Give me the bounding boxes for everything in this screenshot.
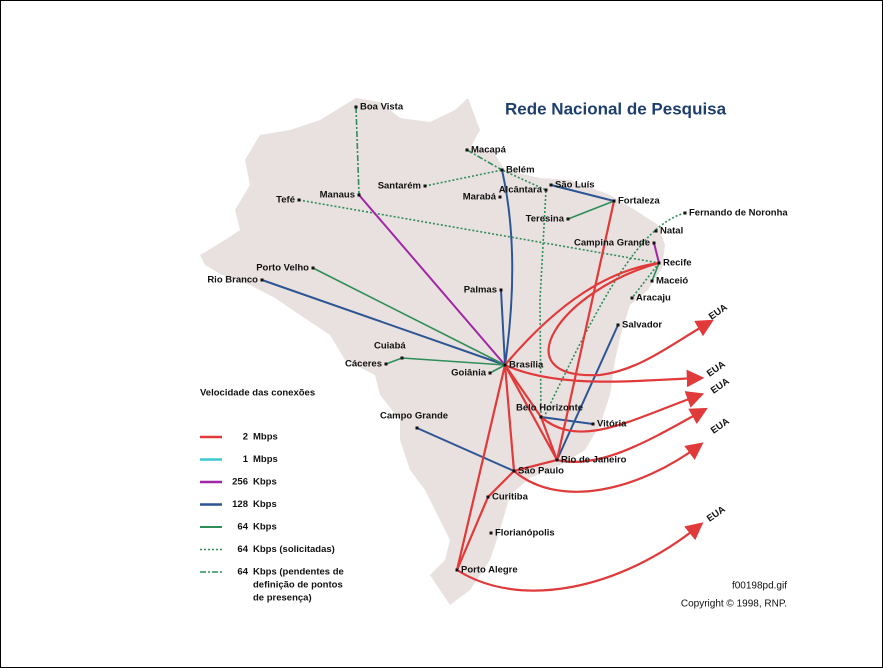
legend-unit-more: de presença) [253,593,312,604]
city-dot [455,568,459,572]
city-dot [489,531,493,535]
city-label: Recife [663,258,692,269]
city-dot [423,184,427,188]
city-label: Boa Vista [360,102,404,113]
legend-speed: 64 [237,522,248,533]
city-label: Aracaju [636,293,671,304]
city-dot [498,195,502,199]
city-dot [652,241,656,245]
city-label: Natal [660,226,683,237]
city-dot [654,229,658,233]
city-label: Fortaleza [618,196,660,207]
city-dot [591,422,595,426]
city-label: Rio Branco [207,275,258,286]
city-label: Belém [506,165,535,176]
title: Rede Nacional de Pesquisa [505,99,727,118]
city-dot [683,211,687,215]
city-dot [566,217,570,221]
city-label: Macapá [471,145,507,156]
city-dot [465,148,469,152]
city-label: Marabá [463,192,497,203]
legend-speed: 64 [237,544,248,555]
legend-speed: 128 [232,499,248,510]
city-label: Palmas [464,285,497,296]
city-label: Vitória [597,419,627,430]
legend-unit: Kbps [253,499,277,510]
city-label: Fernando de Noronha [689,208,788,219]
city-dot [500,168,504,172]
city-dot [415,426,419,430]
city-dot [512,469,516,473]
city-dot [539,415,543,419]
city-dot [630,296,634,300]
city-label: Rio de Janeiro [561,455,627,466]
city-dot [650,279,654,283]
city-label: Alcântara [499,185,543,196]
city-label: Maceió [656,276,688,287]
city-dot [297,198,301,202]
city-label: Manaus [320,190,355,201]
city-label: Porto Alegre [461,565,518,576]
city-label: Salvador [622,320,662,331]
city-label: Tefé [276,195,295,206]
city-label: Cuiabá [374,341,406,352]
legend-unit-more: definição de pontos [253,580,343,591]
city-label: Campina Grande [574,238,650,249]
city-dot [488,371,492,375]
legend-unit: Kbps [253,477,277,488]
city-label: Santarém [378,181,421,192]
connections [261,106,714,592]
city-label: Campo Grande [380,411,448,422]
city-dot [260,278,264,282]
legend-title: Velocidade das conexões [200,388,315,399]
legend-unit: Kbps [253,522,277,533]
city-label: Goiânia [451,368,487,379]
city-dot [616,323,620,327]
legend-speed: 256 [232,477,248,488]
city-label: Teresina [526,214,565,225]
city-dot [499,288,503,292]
city-dot [612,199,616,203]
city-label: São Luís [555,180,595,191]
city-dot [354,105,358,109]
city-dot [657,261,661,265]
legend-speed: 2 [243,432,248,443]
legend-unit: Kbps (solicitadas) [253,544,335,555]
legend-unit: Kbps (pendentes de [253,567,344,578]
city-dot [503,363,507,367]
copyright: Copyright © 1998, RNP. [681,599,787,610]
city-label: São Paulo [518,466,564,477]
city-dot [555,458,559,462]
legend-speed: 64 [237,567,248,578]
city-dot [357,193,361,197]
city-dot [486,495,490,499]
city-dot [311,266,315,270]
city-dot [549,183,553,187]
city-label: Brasília [509,360,544,371]
city-dot [400,356,404,360]
city-label: Belo Horizonte [516,403,583,414]
legend-speed: 1 [243,454,249,465]
city-label: Curitiba [492,492,529,503]
city-label: Florianópolis [495,528,555,539]
city-label: Porto Velho [256,263,309,274]
legend-unit: Mbps [253,432,278,443]
filename: f00198pd.gif [732,581,787,592]
city-dot [544,188,548,192]
city-label: Cáceres [345,359,382,370]
legend-unit: Mbps [253,454,278,465]
city-dot [384,362,388,366]
map-brazil [200,98,665,605]
